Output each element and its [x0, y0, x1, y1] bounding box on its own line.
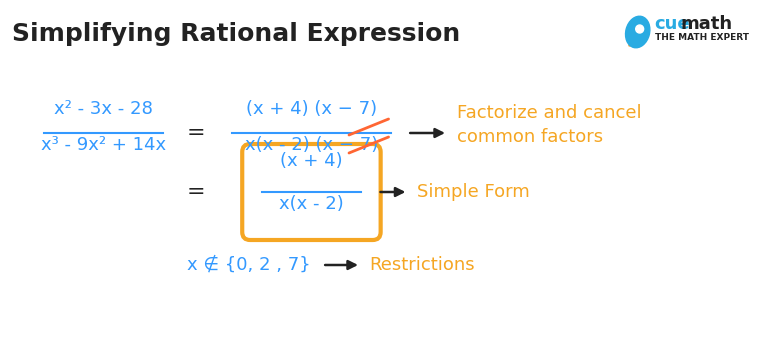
- Text: x(x - 2): x(x - 2): [279, 195, 344, 213]
- Text: =: =: [186, 123, 205, 143]
- Text: x² - 3x - 28: x² - 3x - 28: [54, 100, 153, 118]
- Text: Simple Form: Simple Form: [417, 183, 530, 201]
- Polygon shape: [628, 34, 641, 46]
- Ellipse shape: [625, 16, 650, 48]
- Text: Simplifying Rational Expression: Simplifying Rational Expression: [12, 22, 460, 46]
- Text: (x + 4): (x + 4): [280, 152, 342, 170]
- Text: Factorize and cancel
common factors: Factorize and cancel common factors: [457, 103, 642, 147]
- Text: THE MATH EXPERT: THE MATH EXPERT: [656, 34, 750, 42]
- Text: =: =: [186, 182, 205, 202]
- FancyBboxPatch shape: [242, 144, 380, 240]
- Text: (x + 4) (x − 7): (x + 4) (x − 7): [246, 100, 377, 118]
- Text: Restrictions: Restrictions: [369, 256, 475, 274]
- Text: cue: cue: [655, 15, 690, 33]
- Text: math: math: [680, 15, 732, 33]
- Ellipse shape: [635, 25, 644, 33]
- Text: x³ - 9x² + 14x: x³ - 9x² + 14x: [41, 136, 166, 154]
- Text: x(x - 2) (x − 7): x(x - 2) (x − 7): [245, 136, 378, 154]
- Text: x ∉ {0, 2 , 7}: x ∉ {0, 2 , 7}: [187, 256, 311, 274]
